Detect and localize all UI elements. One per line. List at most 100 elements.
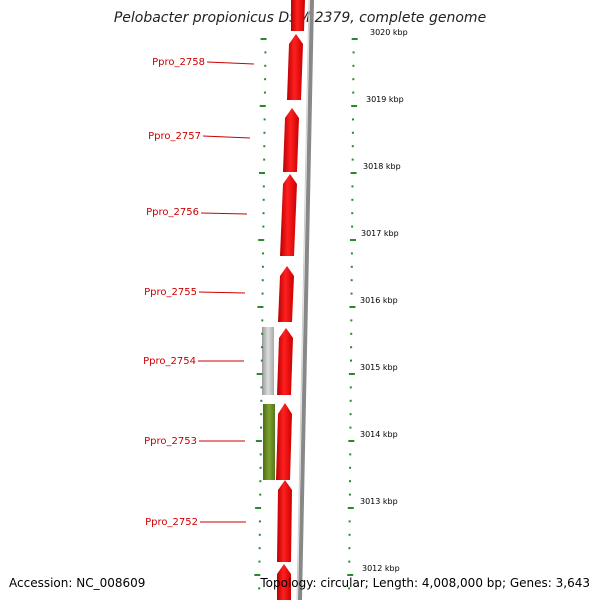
minor-tick-mark <box>262 198 265 201</box>
minor-tick-mark <box>259 493 262 496</box>
minor-tick-mark <box>351 158 354 161</box>
gene-arrows <box>276 0 305 600</box>
minor-tick-mark <box>350 292 353 295</box>
minor-tick-mark <box>260 346 263 349</box>
minor-tick-mark <box>260 359 263 362</box>
gene-label-text: Ppro_2755 <box>144 287 197 298</box>
minor-tick-mark <box>351 131 354 134</box>
major-tick-mark <box>350 172 357 174</box>
minor-tick-mark <box>258 587 261 590</box>
minor-tick-mark <box>351 225 354 228</box>
minor-tick-mark <box>349 413 352 416</box>
minor-tick-mark <box>352 91 355 94</box>
minor-tick-mark <box>348 493 351 496</box>
minor-tick-mark <box>258 547 261 550</box>
minor-tick-mark <box>350 359 353 362</box>
scale-tick-label: 3013 kbp <box>360 497 398 506</box>
minor-tick-mark <box>259 466 262 469</box>
minor-tick-mark <box>349 466 352 469</box>
minor-tick-mark <box>258 533 261 536</box>
major-tick-mark <box>259 105 266 107</box>
minor-tick-mark <box>258 560 261 563</box>
minor-tick-mark <box>262 225 265 228</box>
minor-tick-mark <box>351 145 354 148</box>
minor-tick-mark <box>263 158 266 161</box>
minor-tick-mark <box>263 145 266 148</box>
leader-line <box>200 212 248 215</box>
major-tick-mark <box>349 306 356 308</box>
gene-arrow-top[interactable] <box>291 0 305 31</box>
scale-tick-label: 3015 kbp <box>360 363 398 372</box>
minor-tick-mark <box>264 78 267 81</box>
minor-tick-mark <box>264 51 267 54</box>
major-tick-mark <box>350 239 357 241</box>
gene-arrow-2752[interactable] <box>277 480 292 562</box>
gene-label-2755[interactable]: Ppro_2755 <box>144 287 246 298</box>
leader-line <box>202 135 251 139</box>
minor-tick-mark <box>349 399 352 402</box>
minor-tick-mark <box>263 118 266 121</box>
minor-tick-mark <box>260 413 263 416</box>
genome-track-line-highlight <box>296 0 310 600</box>
gene-label-text: Ppro_2753 <box>144 436 197 447</box>
major-tick-mark <box>347 574 354 576</box>
minor-tick-mark <box>348 520 351 523</box>
gene-label-2754[interactable]: Ppro_2754 <box>143 356 244 367</box>
minor-tick-mark <box>350 346 353 349</box>
gene-label-2756[interactable]: Ppro_2756 <box>146 207 248 218</box>
genome-track-line <box>298 0 314 600</box>
minor-tick-mark <box>348 533 351 536</box>
major-tick-mark <box>258 239 265 241</box>
gene-arrow-2755[interactable] <box>278 266 294 322</box>
minor-tick-mark <box>261 319 264 322</box>
gene-label-2753[interactable]: Ppro_2753 <box>144 436 245 447</box>
green-feature[interactable] <box>263 404 275 480</box>
gray-feature[interactable] <box>262 327 274 395</box>
minor-tick-mark <box>352 118 355 121</box>
scale-tick-label: 3012 kbp <box>362 564 400 573</box>
minor-tick-mark <box>350 265 353 268</box>
major-tick-mark <box>257 306 264 308</box>
major-tick-mark <box>260 38 267 40</box>
minor-tick-mark <box>351 212 354 215</box>
gene-arrow-2758[interactable] <box>287 34 303 100</box>
gene-arrow-2754[interactable] <box>277 328 293 395</box>
gene-arrow-bottom[interactable] <box>277 564 291 600</box>
gene-label-text: Ppro_2754 <box>143 356 196 367</box>
left-tick-column <box>254 38 267 590</box>
minor-tick-mark <box>349 426 352 429</box>
minor-tick-mark <box>352 78 355 81</box>
minor-tick-mark <box>351 185 354 188</box>
gene-label-2752[interactable]: Ppro_2752 <box>145 517 246 528</box>
gene-label-2758[interactable]: Ppro_2758 <box>152 57 255 68</box>
minor-tick-mark <box>349 386 352 389</box>
gene-label-group: Ppro_2758 Ppro_2757 Ppro_2756 Ppro_2755 … <box>143 57 255 528</box>
scale-tick-label: 3016 kbp <box>360 296 398 305</box>
leader-line <box>206 61 255 65</box>
minor-tick-mark <box>260 426 263 429</box>
accession-text: Accession: NC_008609 <box>9 576 146 590</box>
gene-label-text: Ppro_2757 <box>148 131 201 142</box>
gene-label-2757[interactable]: Ppro_2757 <box>148 131 251 142</box>
major-tick-mark <box>255 507 262 509</box>
gene-label-text: Ppro_2756 <box>146 207 199 218</box>
gene-arrow-2753[interactable] <box>276 403 292 480</box>
minor-tick-mark <box>352 64 355 67</box>
minor-tick-mark <box>263 131 266 134</box>
major-tick-mark <box>348 440 355 442</box>
minor-tick-mark <box>261 292 264 295</box>
scale-tick-label: 3017 kbp <box>361 229 399 238</box>
minor-tick-mark <box>259 480 262 483</box>
minor-tick-mark <box>350 319 353 322</box>
minor-tick-mark <box>262 252 265 255</box>
gene-arrow-2756[interactable] <box>280 174 297 256</box>
gene-arrow-2757[interactable] <box>283 108 299 172</box>
minor-tick-mark <box>259 453 262 456</box>
scale-label-group: 3020 kbp 3019 kbp 3018 kbp 3017 kbp 3016… <box>360 28 408 573</box>
major-tick-mark <box>351 105 358 107</box>
minor-tick-mark <box>262 212 265 215</box>
minor-tick-mark <box>349 453 352 456</box>
scale-tick-label: 3019 kbp <box>366 95 404 104</box>
minor-tick-mark <box>352 51 355 54</box>
